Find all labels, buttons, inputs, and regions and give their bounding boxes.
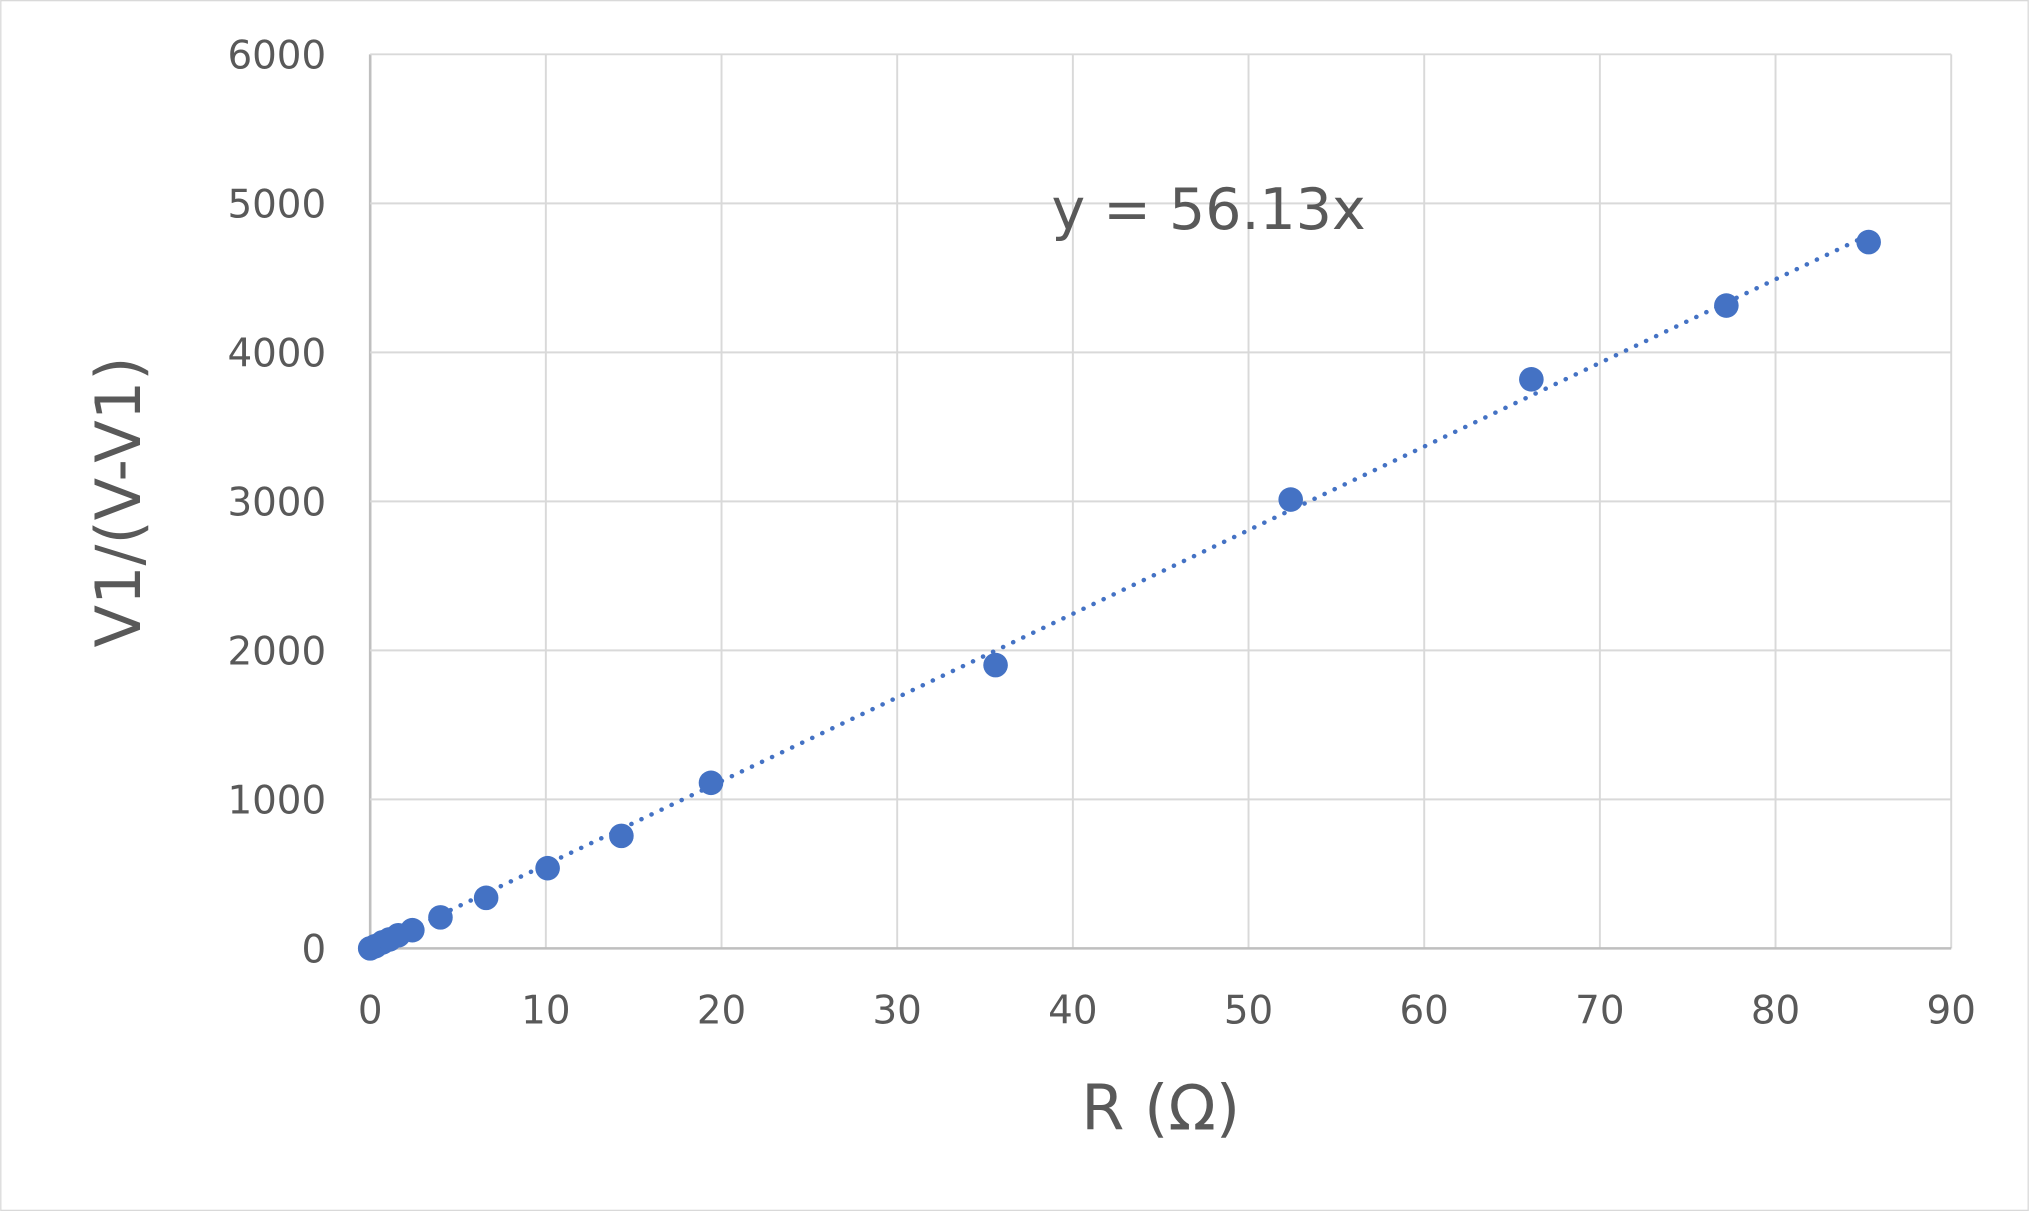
y-tick-label: 3000 [227,481,326,526]
x-axis-title: R (Ω) [1081,1071,1240,1144]
gridlines [368,53,1953,950]
data-point [400,917,425,943]
y-tick-labels: 0 1000 2000 3000 4000 5000 6000 [227,34,326,973]
data-point [1856,229,1881,255]
data-point [609,823,634,849]
data-point [428,905,453,930]
data-point [983,652,1008,678]
data-point [473,885,499,911]
data-point [1714,293,1739,318]
x-tick-label: 20 [697,988,746,1033]
x-tick-label: 30 [873,988,922,1033]
y-tick-label: 6000 [227,34,326,79]
y-axis-title: V1/(V-V1) [82,357,155,648]
data-point [535,855,560,881]
y-tick-label: 0 [302,928,327,973]
x-tick-label: 0 [358,988,383,1033]
x-tick-label: 90 [1927,988,1976,1033]
data-points [357,229,1881,961]
y-tick-label: 4000 [227,332,326,377]
x-tick-label: 70 [1575,988,1624,1033]
x-tick-label: 50 [1224,988,1273,1033]
y-tick-label: 2000 [227,630,326,675]
x-tick-label: 60 [1400,988,1449,1033]
y-tick-label: 1000 [227,779,326,824]
trendline-equation: y = 56.13x [1052,177,1366,243]
data-point [698,770,724,796]
y-tick-label: 5000 [227,183,326,228]
x-tick-label: 80 [1751,988,1800,1033]
data-point [1278,487,1303,512]
data-point [1519,367,1544,392]
x-tick-labels: 0 10 20 30 40 50 60 70 80 90 [358,988,1976,1033]
x-tick-label: 10 [521,988,570,1033]
x-tick-label: 40 [1048,988,1097,1033]
